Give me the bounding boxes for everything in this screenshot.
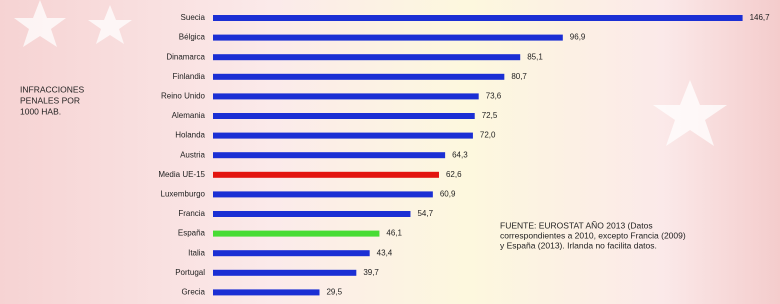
category-label: Alemania [172,111,206,120]
bar [213,172,439,178]
source-note: FUENTE: EUROSTAT AÑO 2013 (Datos [500,220,653,230]
value-label: 46,1 [386,229,402,238]
value-label: 72,5 [482,111,498,120]
bar [213,152,445,158]
category-label: Media UE-15 [158,170,205,179]
bar [213,250,370,256]
bar [213,133,473,139]
bar [213,54,520,60]
bar [213,93,479,99]
side-label-line: INFRACCIONES [20,84,85,94]
value-label: 96,9 [570,33,586,42]
value-label: 43,4 [377,248,393,257]
bar [213,231,379,237]
value-label: 85,1 [527,52,543,61]
category-label: Reino Unido [161,92,206,101]
value-label: 146,7 [750,13,771,22]
category-label: Grecia [181,288,205,297]
value-label: 64,3 [452,150,468,159]
value-label: 60,9 [440,190,456,199]
category-label: Bélgica [179,33,206,42]
source-note: correspondientes a 2010, excepto Francia… [500,230,686,240]
source-note: y España (2013). Irlanda no facilita dat… [500,240,657,250]
value-label: 29,5 [326,288,342,297]
category-label: Holanda [175,131,205,140]
category-label: Austria [180,150,205,159]
side-label-line: PENALES POR [20,95,80,105]
side-label-line: 1000 HAB. [20,106,61,116]
value-label: 62,6 [446,170,462,179]
value-label: 80,7 [511,72,527,81]
category-label: Finlandia [173,72,206,81]
value-label: 73,6 [486,92,502,101]
category-label: Suecia [181,13,206,22]
bar [213,113,475,119]
bar [213,35,563,41]
bar [213,211,410,217]
category-label: España [178,229,206,238]
value-label: 72,0 [480,131,496,140]
value-label: 54,7 [417,209,433,218]
bar [213,270,356,276]
bar [213,15,743,21]
category-label: Portugal [175,268,205,277]
bar [213,289,319,295]
category-label: Italia [188,248,205,257]
category-label: Francia [178,209,205,218]
bar [213,74,504,80]
bar [213,191,433,197]
background [0,0,780,304]
chart: INFRACCIONESPENALES POR1000 HAB. FUENTE: … [0,0,780,304]
value-label: 39,7 [363,268,379,277]
category-label: Luxemburgo [161,190,206,199]
category-label: Dinamarca [166,52,205,61]
